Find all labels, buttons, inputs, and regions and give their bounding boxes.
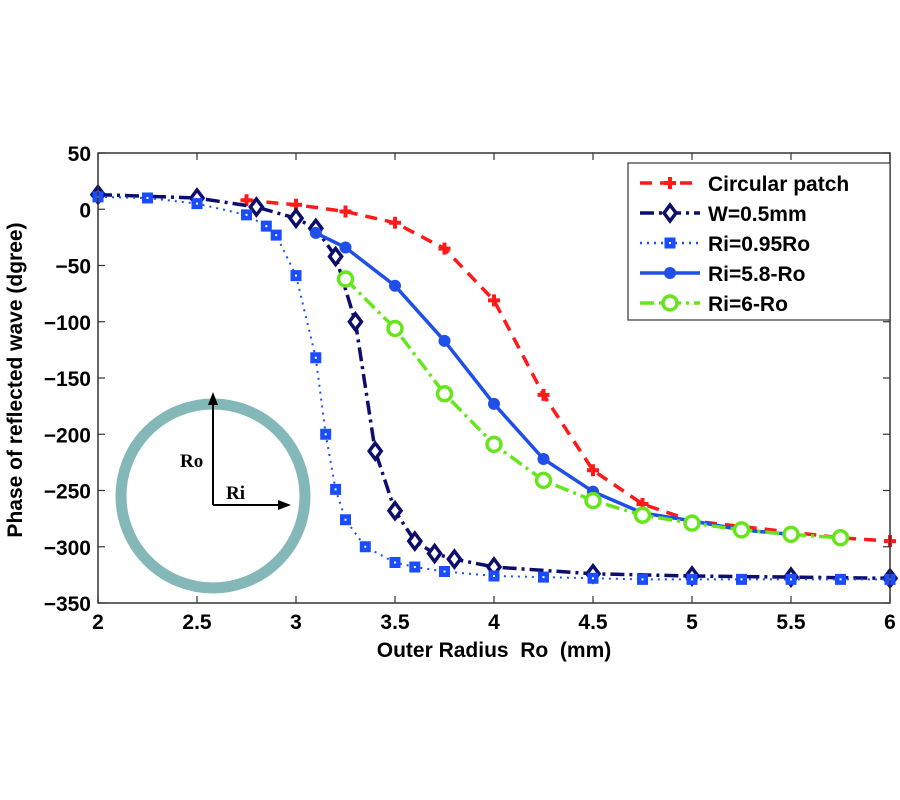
- data-point: [534, 471, 553, 490]
- legend-label: Ri=0.95Ro: [708, 233, 810, 256]
- legend-marker-icon: [664, 267, 676, 279]
- data-point: [426, 542, 443, 565]
- x-tick-label: 2.5: [182, 611, 212, 634]
- data-point: [389, 216, 401, 229]
- y-tick-label: −150: [44, 368, 91, 391]
- data-point: [339, 241, 352, 254]
- x-tick-label: 5.5: [776, 611, 806, 634]
- y-tick-label: 0: [79, 199, 91, 222]
- legend-label: Circular patch: [708, 173, 849, 196]
- data-point: [367, 440, 384, 463]
- legend: Circular patch W=0.5mm Ri=0.95Ro Ri=5.8-Ro R…: [627, 162, 891, 321]
- data-point: [347, 310, 364, 333]
- data-point: [831, 529, 850, 547]
- x-tick-label: 4.5: [578, 611, 608, 634]
- legend-marker-icon: [661, 202, 679, 224]
- series-ri-6-ro: [336, 270, 850, 547]
- inset-label-ri: Ri: [226, 483, 245, 504]
- y-tick-label: 50: [68, 143, 91, 166]
- axis-ticks: 2 2.5 3 3.5 4 4.5 5 5.5 6 50 0 −50 −100 −150 −200 −250 −…: [44, 143, 896, 634]
- y-tick-label: −50: [55, 256, 91, 279]
- series-layer: [89, 183, 899, 590]
- data-point: [386, 319, 404, 338]
- data-point: [446, 548, 463, 571]
- data-point: [386, 499, 404, 522]
- data-point: [537, 388, 550, 401]
- data-point: [389, 279, 401, 292]
- data-point: [537, 453, 550, 465]
- y-tick-label: −100: [44, 312, 91, 335]
- y-axis-label: Phase of reflected wave (dgree): [4, 222, 27, 537]
- legend-label: W=0.5mm: [708, 203, 807, 226]
- x-tick-label: 3.5: [380, 611, 410, 634]
- inset-label-ro: Ro: [180, 451, 203, 472]
- series-ri-0-95ro: [92, 191, 896, 585]
- x-tick-label: 5: [686, 611, 698, 634]
- legend-item: Ri=6-Ro: [640, 293, 788, 316]
- data-point: [633, 506, 652, 524]
- data-point: [683, 514, 701, 532]
- ri-arrow-head-icon: [278, 500, 291, 510]
- ring-inset-diagram: Ro Ri: [115, 392, 311, 594]
- data-point: [782, 525, 800, 544]
- legend-label: Ri=6-Ro: [708, 293, 788, 316]
- data-point: [488, 397, 500, 410]
- data-point: [287, 207, 305, 230]
- x-tick-label: 4: [488, 611, 500, 634]
- legend-item: W=0.5mm: [640, 202, 807, 226]
- legend-marker-icon: [664, 177, 676, 189]
- data-point: [435, 385, 454, 403]
- x-tick-label: 2: [92, 611, 104, 634]
- data-point: [438, 334, 451, 347]
- x-tick-label: 6: [884, 611, 896, 634]
- data-point: [488, 294, 500, 307]
- x-tick-label: 3: [290, 611, 302, 634]
- x-axis-label: Outer Radius Ro (mm): [377, 639, 612, 662]
- data-point: [485, 435, 503, 454]
- data-point: [336, 270, 355, 288]
- data-point: [327, 245, 344, 268]
- data-point: [309, 226, 322, 239]
- ro-arrow-head-icon: [208, 392, 218, 405]
- data-point: [438, 242, 451, 255]
- legend-item: Ri=5.8-Ro: [640, 263, 805, 286]
- data-point: [406, 530, 423, 553]
- y-tick-label: −200: [44, 424, 91, 447]
- y-tick-label: −250: [44, 481, 91, 504]
- data-point: [248, 196, 265, 218]
- data-point: [339, 205, 352, 218]
- legend-label: Ri=5.8-Ro: [708, 263, 805, 286]
- y-tick-label: −350: [44, 593, 91, 616]
- legend-item: Ri=0.95Ro: [640, 233, 810, 256]
- data-point: [732, 521, 751, 539]
- y-tick-label: −300: [44, 537, 91, 560]
- legend-marker-icon: [661, 294, 679, 312]
- legend-item: Circular patch: [640, 173, 849, 196]
- data-point: [587, 464, 599, 477]
- data-point: [584, 491, 602, 510]
